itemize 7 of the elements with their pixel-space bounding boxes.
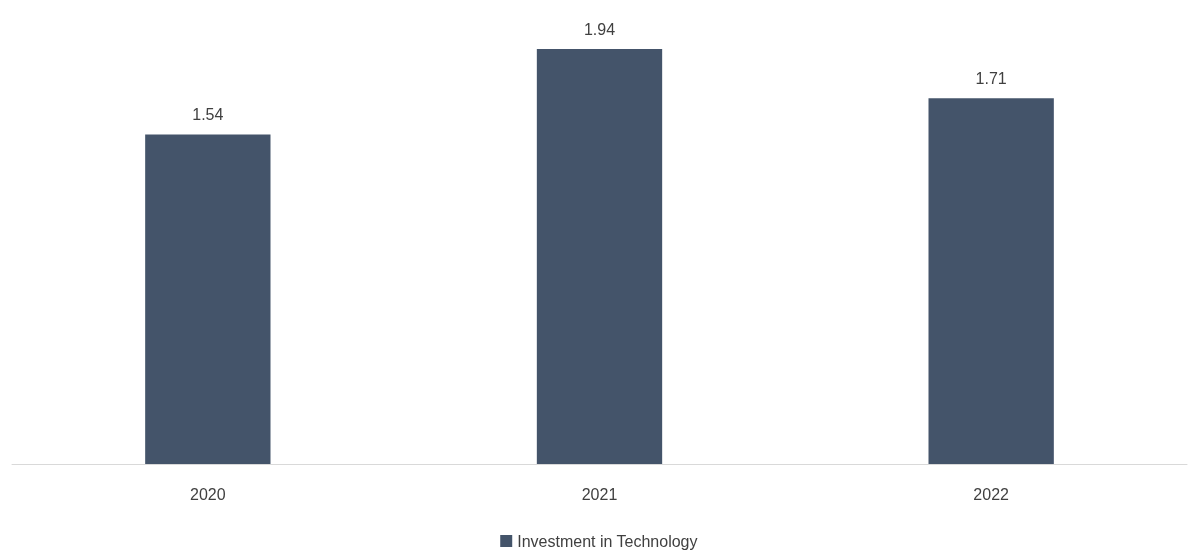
legend-label: Investment in Technology [517,532,698,550]
x-tick-label: 2021 [581,485,618,503]
x-tick-label: 2020 [190,485,226,503]
x-tick-label: 2022 [973,485,1010,503]
data-label: 1.94 [583,20,616,38]
data-label: 1.54 [192,106,224,124]
data-label: 1.71 [975,69,1007,87]
